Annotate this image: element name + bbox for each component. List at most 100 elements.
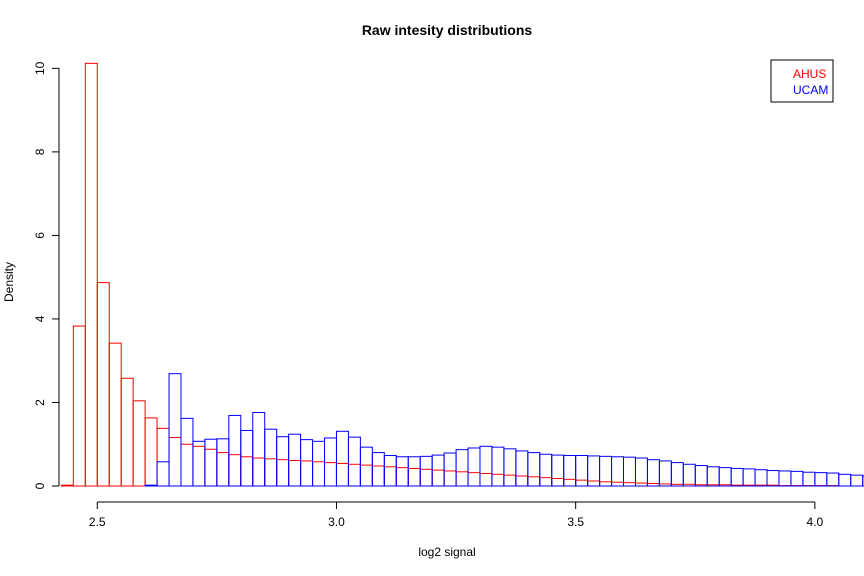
bar-ucam	[611, 456, 625, 487]
bar-ahus	[84, 62, 98, 487]
bar-ahus	[156, 427, 170, 487]
bar-ucam	[180, 417, 194, 487]
bar-ahus	[228, 454, 242, 487]
bar-ucam	[383, 455, 397, 487]
bar-ucam	[646, 459, 660, 487]
bar-ucam	[419, 455, 433, 487]
bar-ahus	[252, 457, 266, 487]
bar-ucam	[742, 468, 756, 487]
bar-ucam	[264, 428, 278, 487]
y-tick-label: 8	[33, 148, 47, 155]
legend-entry-ahus: AHUS	[793, 67, 826, 81]
bar-ucam	[395, 456, 409, 487]
y-axis: 0 2 4 6 8 10	[33, 61, 60, 489]
bar-ucam	[551, 454, 565, 487]
bar-ahus	[587, 480, 601, 487]
bar-ucam	[838, 473, 852, 487]
bar-ucam	[359, 446, 373, 487]
bar-ucam	[252, 411, 266, 487]
bar-ucam	[407, 456, 421, 487]
y-axis-label: Density	[2, 262, 16, 302]
bar-ucam	[850, 474, 864, 487]
x-axis: 2.5 3.0 3.5 4.0	[89, 501, 824, 529]
bar-ahus	[192, 445, 206, 487]
series-ucam-bars	[144, 373, 864, 487]
bar-ucam	[515, 450, 529, 487]
bar-ahus	[443, 470, 457, 487]
bar-ahus	[324, 462, 337, 487]
bar-ahus	[623, 482, 636, 487]
bar-ucam	[467, 447, 481, 487]
bar-ahus	[96, 282, 110, 487]
bar-ahus	[395, 467, 409, 487]
bar-ahus	[419, 468, 433, 487]
bar-ucam	[694, 465, 708, 487]
bar-ucam	[658, 460, 672, 487]
bar-ucam	[276, 436, 290, 487]
bar-ahus	[180, 443, 194, 487]
y-tick-label: 10	[33, 61, 47, 75]
bar-ucam	[826, 472, 840, 487]
bar-ahus	[276, 459, 290, 487]
bar-ahus	[383, 466, 397, 487]
bar-ucam	[371, 452, 385, 487]
bar-ucam	[300, 439, 314, 487]
bar-ucam	[335, 430, 349, 487]
bar-ucam	[479, 445, 493, 487]
bar-ucam	[563, 455, 577, 487]
bar-ahus	[371, 465, 385, 487]
y-tick-label: 4	[33, 315, 47, 322]
x-axis-label: log2 signal	[418, 545, 475, 559]
bar-ucam	[527, 452, 541, 487]
bar-ahus	[264, 458, 278, 487]
bar-ahus	[359, 464, 373, 487]
bar-ahus	[611, 481, 625, 487]
legend-entry-ucam: UCAM	[793, 83, 828, 97]
bar-ahus	[479, 472, 493, 487]
bar-ucam	[503, 448, 517, 487]
bar-ucam	[730, 467, 744, 487]
bar-ucam	[575, 455, 589, 487]
x-tick-label: 3.0	[328, 515, 345, 529]
bar-ahus	[144, 417, 158, 487]
bar-ucam	[216, 438, 230, 487]
bar-ucam	[240, 429, 254, 487]
bar-ahus	[108, 342, 122, 487]
bar-ahus	[491, 473, 505, 487]
bar-ucam	[156, 461, 170, 487]
bar-ucam	[718, 467, 732, 487]
bar-ucam	[228, 414, 242, 487]
bar-ucam	[168, 373, 182, 487]
bar-ahus	[407, 467, 421, 487]
bar-ucam	[670, 462, 684, 487]
bar-ucam	[790, 470, 804, 487]
bar-ahus	[347, 463, 361, 487]
bar-ucam	[766, 470, 780, 487]
x-tick-label: 4.0	[807, 515, 824, 529]
y-tick-label: 6	[33, 232, 47, 239]
x-tick-label: 3.5	[567, 515, 584, 529]
bar-ahus	[288, 460, 302, 487]
bar-ahus	[551, 477, 565, 487]
bar-ahus	[527, 476, 541, 487]
bar-ahus	[575, 479, 589, 487]
bar-ucam	[455, 449, 469, 487]
chart-title: Raw intesity distributions	[362, 22, 533, 38]
bar-ahus	[431, 469, 445, 487]
bar-ahus	[216, 452, 230, 487]
bar-ucam	[706, 466, 720, 487]
bar-ahus	[132, 400, 146, 487]
bar-ucam	[814, 472, 828, 487]
bar-ahus	[563, 478, 577, 487]
bar-ucam	[539, 453, 553, 487]
bar-ahus	[503, 474, 517, 487]
bar-ahus	[204, 448, 218, 487]
bar-ucam	[862, 475, 864, 487]
bar-ahus	[539, 477, 553, 487]
legend: AHUS UCAM	[770, 59, 834, 103]
bar-ahus	[300, 460, 314, 487]
bar-ucam	[682, 463, 696, 487]
x-tick-label: 2.5	[89, 515, 106, 529]
bar-ucam	[802, 471, 816, 487]
bar-ahus	[312, 461, 326, 487]
